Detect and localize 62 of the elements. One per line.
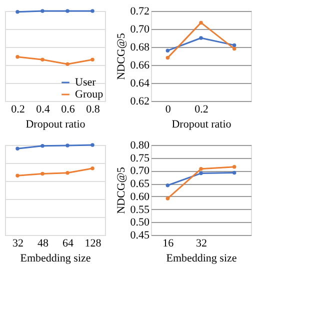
x-axis-title: Dropout ratio [172,118,232,130]
point [16,55,20,59]
x-axis-title: Embedding size [166,252,237,264]
point [199,171,203,176]
point [40,9,44,13]
y-tick-label: 0.60 [130,190,150,203]
x-tick-label: 32 [12,238,24,250]
x-axis-title: Dropout ratio [26,118,86,130]
point [232,170,236,175]
y-tick-label: 0.66 [130,60,150,72]
x-tick-label: 32 [196,238,207,250]
point [16,10,20,14]
point [90,9,94,13]
y-tick-label: 0.62 [130,96,150,108]
point [166,184,170,188]
point [66,144,70,148]
y-tick-label: 0.55 [130,204,150,216]
y-tick-label: 0.70 [130,165,150,178]
y-tick-label: 0.70 [130,24,150,36]
y-tick-label: 0.80 [130,140,150,152]
y-tick-label: 0.75 [130,152,150,164]
point [40,144,44,148]
point [40,172,44,176]
point [40,58,44,62]
y-axis-title: NDCG@5 [115,166,128,214]
point [90,166,94,170]
point [90,143,94,147]
x-tick-label: 0 [165,104,172,116]
point [16,146,20,150]
point [232,43,236,48]
point [16,174,20,178]
y-tick-label: 0.68 [130,42,150,54]
y-tick-label: 0.45 [130,230,150,242]
point [166,48,170,52]
x-tick-label: 0.2 [11,104,25,116]
y-axis-title: NDCG@5 [115,32,128,80]
point [166,196,170,200]
point [90,58,94,62]
y-tick-label: 0.65 [130,178,150,190]
legend-label: Group [75,88,104,100]
x-tick-label: 0.8 [86,104,100,116]
point [66,9,70,13]
x-tick-label: 64 [62,238,74,250]
y-tick-label: 0.64 [130,78,150,90]
point [166,56,170,60]
point [199,20,203,25]
point [232,46,236,51]
point [199,36,203,40]
legend-label: User [75,76,96,88]
point [66,171,70,175]
point [66,62,70,66]
x-tick-label: 16 [162,238,174,250]
y-tick-label: 0.72 [130,6,150,18]
x-tick-label: 0.4 [36,104,50,116]
x-tick-label: 0.6 [61,104,76,116]
point [199,167,203,171]
y-tick-label: 0.50 [130,216,150,229]
x-tick-label: 48 [38,238,49,250]
x-tick-label: 0.2 [194,104,208,116]
point [232,164,236,169]
x-tick-label: 128 [84,238,102,250]
x-axis-title: Embedding size [20,252,91,264]
